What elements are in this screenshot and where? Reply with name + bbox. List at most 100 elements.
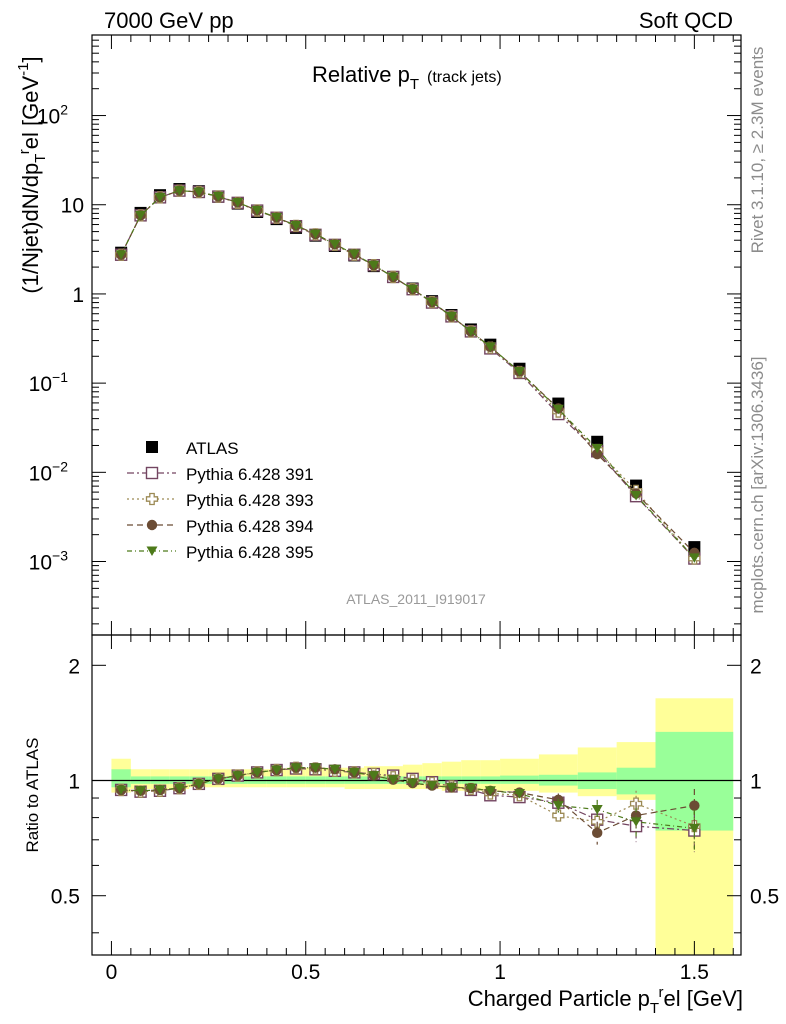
legend-marker-pythia-6-428-395 <box>146 546 158 556</box>
ratio-point-pythia-6-428-395 <box>513 788 525 799</box>
main-ylabel: (1/Njet)dN/dpTrel [GeV-1] <box>15 56 49 293</box>
analysis-id: ATLAS_2011_I919017 <box>346 591 486 607</box>
legend-label-atlas: ATLAS <box>186 439 239 458</box>
main-point-pythia-6-428-395 <box>251 205 263 216</box>
main-ytick-label: 10−3 <box>29 548 69 575</box>
main-point-pythia-6-428-395 <box>193 187 205 197</box>
main-point-pythia-6-428-395 <box>232 197 244 208</box>
legend-label-pythia-6-428-394: Pythia 6.428 394 <box>186 517 314 536</box>
main-point-pythia-6-428-395 <box>630 490 642 501</box>
main-ytick-label: 10−1 <box>29 369 69 396</box>
main-ytick-exp: −2 <box>52 458 68 474</box>
main-point-pythia-6-428-395 <box>465 326 477 337</box>
main-ytick-exp: −3 <box>52 548 68 564</box>
legend-marker-pythia-6-428-393 <box>145 492 159 506</box>
ratio-ytick-label-left: 1 <box>68 771 80 794</box>
ratio-ytick-label-right: 1 <box>750 771 762 794</box>
main-point-pythia-6-428-395 <box>688 553 700 563</box>
ratio-point-pythia-6-428-395 <box>688 823 700 834</box>
ratio-point-pythia-6-428-395 <box>426 781 438 791</box>
main-point-pythia-6-428-395 <box>212 191 224 202</box>
ratio-point-pythia-6-428-395 <box>348 767 360 778</box>
ratio-point-pythia-6-428-395 <box>309 763 321 773</box>
ratio-ytick-label-left: 2 <box>68 655 80 678</box>
main-point-pythia-6-428-395 <box>513 367 525 377</box>
ratio-ytick-label-left: 0.5 <box>51 886 80 909</box>
ratio-ticks: 0.5 0.5 1 1 2 2 0 0.5 1 1.5 <box>51 635 779 984</box>
main-point-pythia-6-428-395 <box>368 260 380 271</box>
ratio-band-inner <box>500 775 539 784</box>
ratio-point-pythia-6-428-395 <box>368 771 380 781</box>
xlabel: Charged Particle pTrel [GeV] <box>468 984 743 1017</box>
mcplots-label: mcplots.cern.ch [arXiv:1306.3436] <box>748 356 767 613</box>
ratio-band-outer <box>500 758 539 791</box>
ratio-point-pythia-6-428-395 <box>232 771 244 781</box>
ratio-point-pythia-6-428-395 <box>630 817 642 827</box>
main-ytick-exp: 2 <box>60 102 68 118</box>
main-point-pythia-6-428-394 <box>592 448 603 460</box>
ratio-point-pythia-6-428-395 <box>465 783 477 794</box>
ratio-point-pythia-6-428-395 <box>445 782 457 793</box>
ratio-ytick-label-right: 2 <box>750 655 762 678</box>
ratio-point-pythia-6-428-394 <box>592 827 603 839</box>
main-point-pythia-6-428-395 <box>173 186 185 196</box>
ratio-point-pythia-6-428-395 <box>329 764 341 775</box>
ratio-point-pythia-6-428-395 <box>251 767 263 778</box>
ratio-band-inner <box>111 769 131 788</box>
ratio-plot-frame <box>91 634 742 956</box>
legend-marker-pythia-6-428-394 <box>146 519 158 531</box>
main-point-pythia-6-428-395 <box>445 311 457 322</box>
main-point-pythia-6-428-395 <box>309 229 321 239</box>
main-point-pythia-6-428-395 <box>154 192 166 203</box>
legend-label-pythia-6-428-393: Pythia 6.428 393 <box>186 491 314 510</box>
ratio-point-pythia-6-428-393 <box>552 809 565 822</box>
ratio-point-pythia-6-428-395 <box>387 775 399 785</box>
ratio-point-pythia-6-428-395 <box>115 785 127 795</box>
main-point-pythia-6-428-395 <box>552 404 564 415</box>
main-point-pythia-6-428-395 <box>271 212 283 223</box>
ratio-point-pythia-6-428-395 <box>193 779 205 789</box>
ratio-ytick-label-right: 0.5 <box>750 886 779 909</box>
main-ytick-exp: −1 <box>52 369 68 385</box>
main-point-pythia-6-428-395 <box>135 210 147 221</box>
legend-marker-pythia-6-428-391 <box>145 466 159 480</box>
main-point-pythia-6-428-395 <box>348 249 360 260</box>
main-point-pythia-6-428-395 <box>407 284 419 295</box>
xtick-label: 0 <box>106 961 118 984</box>
ratio-point-pythia-6-428-395 <box>484 786 496 796</box>
main-point-pythia-6-428-395 <box>426 297 438 308</box>
main-point-pythia-6-428-395 <box>387 272 399 282</box>
main-title: Relative pT (track jets) <box>312 62 502 93</box>
main-point-pythia-6-428-395 <box>290 221 302 231</box>
ratio-ylabel: Ratio to ATLAS <box>23 738 42 853</box>
main-ytick-label: 10 <box>61 195 84 218</box>
ratio-band-outer <box>538 754 578 793</box>
ratio-point-pythia-6-428-395 <box>591 804 603 815</box>
main-series-layer <box>114 183 701 565</box>
legend-label-pythia-6-428-395: Pythia 6.428 395 <box>186 543 314 562</box>
xtick-label: 0.5 <box>291 961 320 984</box>
main-point-pythia-6-428-395 <box>115 250 127 260</box>
rivet-label: Rivet 3.1.10, ≥ 2.3M events <box>748 47 767 254</box>
main-ytick-label: 10−2 <box>29 458 69 485</box>
legend-label-pythia-6-428-391: Pythia 6.428 391 <box>186 465 314 484</box>
legend-marker-atlas <box>146 441 158 453</box>
ratio-point-pythia-6-428-395 <box>290 763 302 773</box>
main-ytick-label: 1 <box>72 284 84 307</box>
main-point-pythia-6-428-395 <box>591 443 603 454</box>
ratio-point-pythia-6-428-395 <box>154 785 166 795</box>
ratio-point-pythia-6-428-394 <box>689 800 700 811</box>
ratio-point-pythia-6-428-395 <box>135 786 147 796</box>
header-left-title: 7000 GeV pp <box>104 8 234 33</box>
header-right-title: Soft QCD <box>639 8 733 33</box>
xtick-label: 1.5 <box>680 961 709 984</box>
main-point-pythia-6-428-395 <box>484 342 496 352</box>
ratio-point-pythia-6-428-395 <box>552 801 564 811</box>
main-point-pythia-6-428-395 <box>329 239 341 250</box>
ratio-point-pythia-6-428-395 <box>407 778 419 789</box>
xtick-label: 1 <box>494 961 506 984</box>
ratio-point-pythia-6-428-395 <box>173 783 185 794</box>
ratio-series-layer <box>114 761 701 853</box>
